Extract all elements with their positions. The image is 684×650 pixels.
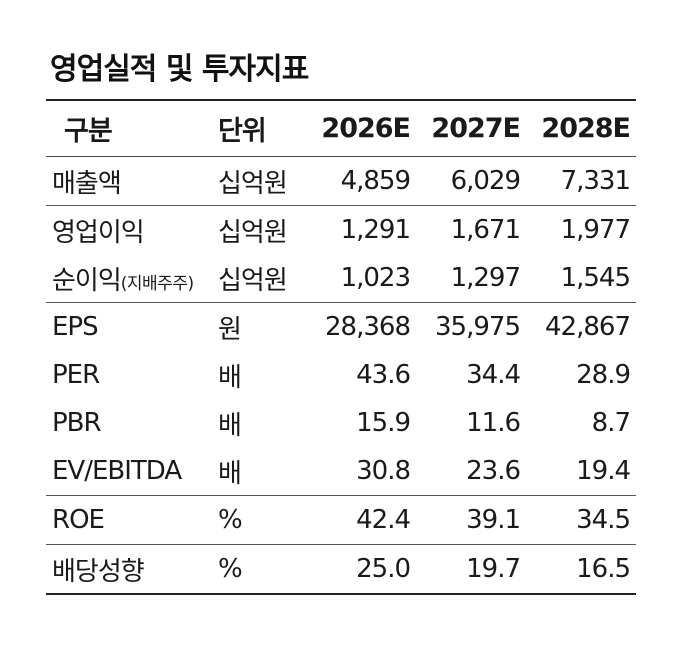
value-2027e: 1,297 <box>450 263 521 293</box>
table-row: 영업이익 십억원 1,291 1,671 1,977 <box>46 205 636 254</box>
value-2027e: 11.6 <box>466 408 521 438</box>
value-2028e: 8.7 <box>591 408 631 438</box>
value-2026e: 15.9 <box>356 408 411 438</box>
row-unit: % <box>212 544 306 595</box>
row-unit: % <box>212 495 306 545</box>
value-2026e: 25.0 <box>306 544 416 595</box>
value-2027e: 19.7 <box>416 544 526 595</box>
table-row: 매출액 십억원 4,859 6,029 7,331 <box>46 157 636 206</box>
value-2026e: 30.8 <box>356 456 411 486</box>
value-2028e: 34.5 <box>526 495 636 545</box>
row-unit: 배 <box>218 362 242 393</box>
value-2028e: 7,331 <box>560 166 631 196</box>
row-label: 매출액 <box>52 168 122 199</box>
row-label: 영업이익 <box>46 205 212 254</box>
value-2028e: 42,867 <box>526 302 636 351</box>
table-row: 배당성향 % 25.0 19.7 16.5 <box>46 544 636 595</box>
value-2026e: 4,859 <box>340 166 411 196</box>
value-2028e: 1,545 <box>560 263 631 293</box>
header-unit: 단위 <box>218 116 267 147</box>
value-2026e: 43.6 <box>356 360 411 390</box>
value-2028e: 28.9 <box>576 360 631 390</box>
value-2027e: 34.4 <box>466 360 521 390</box>
value-2027e: 6,029 <box>450 166 521 196</box>
row-label-main: 순이익 <box>52 265 122 296</box>
header-2028e: 2028E <box>541 113 631 144</box>
value-2026e: 28,368 <box>306 302 416 351</box>
table-row: EPS 원 28,368 35,975 42,867 <box>46 302 636 351</box>
table-row: 순이익(지배주주) 십억원 1,023 1,297 1,545 <box>46 254 636 303</box>
table-row: PBR 배 15.9 11.6 8.7 <box>46 399 636 447</box>
value-2028e: 16.5 <box>526 544 636 595</box>
row-label: 순이익(지배주주) <box>46 254 212 303</box>
value-2026e: 1,023 <box>340 263 411 293</box>
row-unit: 십억원 <box>218 168 288 199</box>
value-2027e: 39.1 <box>416 495 526 545</box>
financial-table: 구분 단위 2026E 2027E 2028E 매출액 십억원 4,859 6,… <box>46 99 636 595</box>
row-label: EV/EBITDA <box>52 456 182 486</box>
value-2027e: 23.6 <box>466 456 521 486</box>
header-category: 구분 <box>64 116 113 147</box>
row-label: PER <box>52 360 100 390</box>
table-row: EV/EBITDA 배 30.8 23.6 19.4 <box>46 447 636 496</box>
value-2026e: 42.4 <box>306 495 416 545</box>
table-title: 영업실적 및 투자지표 <box>50 52 309 87</box>
table-row: ROE % 42.4 39.1 34.5 <box>46 495 636 545</box>
value-2027e: 35,975 <box>416 302 526 351</box>
header-2027e: 2027E <box>431 113 521 144</box>
table-row: PER 배 43.6 34.4 28.9 <box>46 351 636 399</box>
value-2027e: 1,671 <box>416 205 526 254</box>
row-unit: 십억원 <box>212 205 306 254</box>
row-label: ROE <box>46 495 212 545</box>
value-2026e: 1,291 <box>306 205 416 254</box>
header-2026e: 2026E <box>321 113 411 144</box>
row-unit: 배 <box>218 410 242 441</box>
value-2028e: 19.4 <box>576 456 631 486</box>
row-unit: 배 <box>218 458 242 489</box>
table-header-row: 구분 단위 2026E 2027E 2028E <box>46 100 636 157</box>
row-label: 배당성향 <box>46 544 212 595</box>
value-2028e: 1,977 <box>526 205 636 254</box>
row-label-sub: (지배주주) <box>120 273 194 294</box>
row-unit: 십억원 <box>218 265 288 296</box>
row-label: EPS <box>46 302 212 351</box>
row-unit: 원 <box>212 302 306 351</box>
row-label: PBR <box>52 408 102 438</box>
